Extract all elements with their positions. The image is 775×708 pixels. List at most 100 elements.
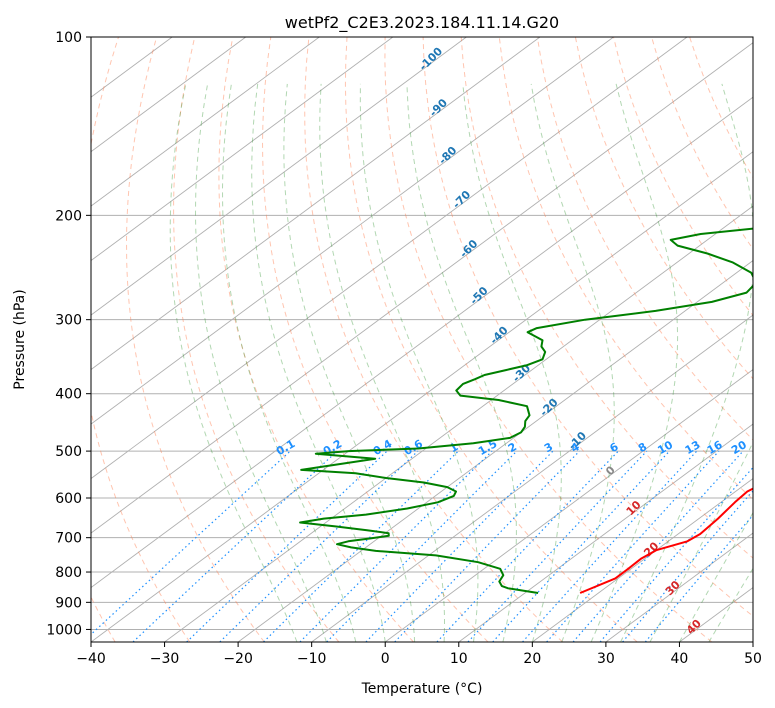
isotherm-line — [384, 369, 753, 642]
y-tick-label: 500 — [55, 444, 82, 460]
moist-adiabat-line — [221, 83, 357, 642]
dry-adiabat-line — [613, 37, 753, 317]
dry-adiabat-line — [0, 37, 4, 642]
y-axis: 100 200 300 400 500 600 700 800 900 1000 — [46, 30, 91, 638]
moist-adiabat-line — [251, 83, 386, 642]
mixing-ratio-line — [436, 450, 619, 642]
isotherm-label: -90 — [427, 96, 450, 119]
dry-adiabat-line — [344, 37, 638, 642]
dry-adiabat-line — [91, 595, 116, 642]
mixing-ratio-line — [394, 450, 580, 642]
isotherm-line — [91, 37, 688, 480]
isotherm-line — [679, 586, 753, 642]
mixing-ratio-line — [186, 450, 388, 642]
isotherm-line — [605, 532, 753, 642]
chart-title: wetPf2_C2E3.2023.184.11.14.G20 — [285, 13, 559, 33]
mixing-ratio-label: 16 — [705, 438, 725, 457]
moist-adiabat-line — [359, 83, 479, 642]
x-tick-label: 20 — [523, 651, 541, 667]
x-axis-label: Temperature (°C) — [361, 681, 483, 697]
moist-adiabat-line — [319, 83, 445, 642]
isotherm-label: -40 — [487, 324, 510, 347]
moist-adiabat-line — [708, 567, 753, 642]
grid-lines — [91, 37, 753, 630]
isotherm-line — [91, 37, 320, 207]
mixing-ratio-line — [644, 514, 753, 642]
isotherm-label: 30 — [663, 578, 683, 598]
dry-adiabat-line — [261, 37, 489, 642]
x-tick-label: 10 — [450, 651, 468, 667]
isotherm-line — [91, 37, 614, 425]
dry-adiabat-line — [304, 37, 563, 642]
plot-frame — [90, 36, 754, 643]
mixing-ratio-lines — [91, 450, 753, 642]
mixing-ratio-label: 1 — [447, 440, 460, 455]
isotherm-line — [91, 37, 394, 262]
dry-adiabat-line — [422, 37, 753, 617]
y-tick-label: 1000 — [46, 622, 82, 638]
mixing-ratio-line — [546, 450, 720, 642]
mixing-ratio-label: 0.4 — [371, 437, 395, 458]
dewpoint-profile-line — [299, 227, 753, 594]
mixing-ratio-line — [492, 450, 670, 642]
x-tick-label: 40 — [671, 651, 689, 667]
y-tick-label: 400 — [55, 387, 82, 403]
mixing-ratio-line — [326, 450, 518, 642]
moist-adiabat-line — [194, 83, 327, 642]
mixing-ratio-line — [572, 450, 744, 642]
mixing-ratio-label: 13 — [683, 438, 703, 457]
isotherm-line — [458, 423, 753, 642]
y-tick-label: 700 — [55, 531, 82, 547]
isotherm-line — [91, 37, 247, 153]
dry-adiabat-line — [498, 37, 753, 501]
dry-adiabat-line — [689, 37, 753, 179]
isotherm-label: -70 — [450, 188, 473, 211]
isotherm-line — [752, 641, 753, 642]
mixing-ratio-line — [219, 450, 419, 642]
x-tick-label: −20 — [223, 651, 253, 667]
moist-adiabat-line — [530, 83, 615, 642]
isotherm-line — [91, 151, 753, 642]
mixing-ratio-label: 10 — [655, 438, 675, 457]
y-axis-label: Pressure (hPa) — [12, 289, 28, 389]
mixing-ratio-line — [522, 450, 698, 642]
moist-adiabats — [169, 83, 753, 642]
x-tick-label: 30 — [597, 651, 615, 667]
dry-adiabat-line — [91, 37, 191, 642]
x-tick-label: 50 — [744, 651, 762, 667]
isotherm-label: -20 — [537, 396, 560, 419]
dry-adiabat-line — [460, 37, 753, 559]
isotherm-line — [164, 205, 753, 642]
mixing-ratio-label: 20 — [729, 438, 749, 457]
dry-adiabat-line — [218, 37, 414, 642]
isotherm-line — [91, 42, 753, 534]
mixing-ratio-label: 6 — [607, 440, 620, 455]
mixing-ratio-line — [91, 450, 291, 636]
temperature-profile-line — [579, 487, 753, 594]
isotherm-label: -50 — [467, 284, 490, 307]
y-tick-label: 300 — [55, 313, 82, 329]
isotherm-line — [91, 37, 541, 371]
dry-adiabat-line — [651, 37, 753, 250]
x-axis: −40 −30 −20 −10 0 10 20 30 40 50 — [76, 642, 762, 667]
mixing-ratio-line — [622, 489, 753, 642]
mixing-ratio-labels: 0.1 0.2 0.4 0.6 1 1.5 2 3 4 6 8 10 13 16 20 — [274, 437, 749, 458]
isotherm-label: -80 — [436, 144, 459, 167]
isotherm-line — [91, 37, 467, 316]
y-tick-label: 600 — [55, 491, 82, 507]
isotherm-line — [311, 314, 753, 642]
isotherm-line — [237, 260, 753, 642]
mixing-ratio-line — [365, 450, 554, 642]
skewed-isotherms — [91, 37, 753, 642]
moist-adiabat-line — [590, 83, 679, 642]
mixing-ratio-line — [599, 466, 753, 642]
isotherm-line — [532, 477, 753, 642]
isotherm-line — [91, 96, 753, 589]
dry-adiabat-line — [125, 37, 265, 642]
x-tick-label: −40 — [76, 651, 106, 667]
mixing-ratio-label: 3 — [542, 440, 555, 455]
x-tick-label: 0 — [381, 651, 390, 667]
moist-adiabat-line — [283, 83, 416, 642]
y-tick-label: 800 — [55, 565, 82, 581]
